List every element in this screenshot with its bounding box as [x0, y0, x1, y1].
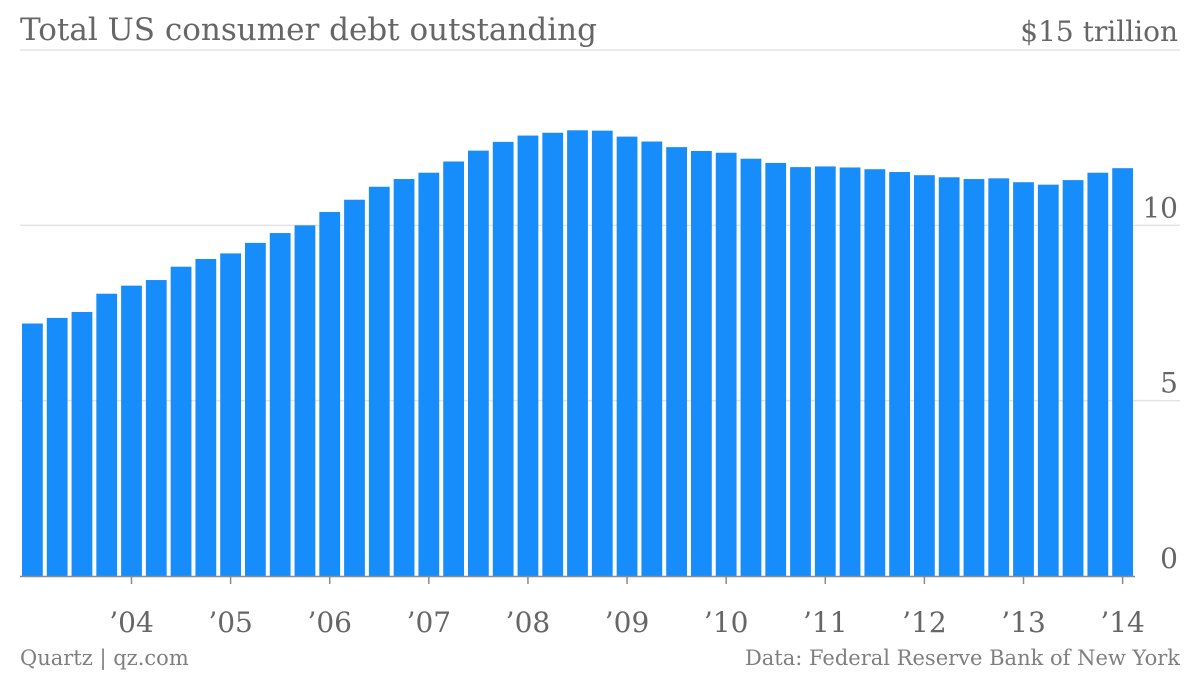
credit-text: Quartz | qz.com: [20, 646, 189, 670]
bar: [96, 293, 118, 576]
bar: [344, 199, 365, 577]
x-tick-label: ’14: [1100, 606, 1145, 639]
x-tick-label: ’13: [1001, 606, 1046, 639]
y-tick-label: 10: [1142, 191, 1178, 224]
bar: [443, 161, 464, 576]
bar: [517, 135, 539, 576]
bar: [814, 166, 836, 577]
bar: [393, 179, 415, 577]
bar: [492, 141, 514, 576]
bar: [1013, 182, 1034, 576]
bar: [220, 253, 241, 576]
x-tick-label: ’06: [307, 606, 352, 639]
bar: [839, 167, 861, 576]
bar: [938, 177, 960, 577]
data-source-text: Data: Federal Reserve Bank of New York: [744, 646, 1180, 670]
y-tick-label: 0: [1160, 542, 1178, 575]
bar: [864, 169, 886, 577]
bar: [1062, 180, 1084, 576]
bar: [1087, 172, 1109, 577]
bar: [1037, 184, 1059, 576]
bar: [418, 172, 440, 577]
bar: [914, 175, 935, 576]
bar: [195, 259, 217, 576]
chart-title: Total US consumer debt outstanding: [20, 12, 597, 48]
bar: [121, 285, 142, 576]
x-axis-ticks: ’04 ’05 ’06 ’07 ’08 ’09 ’10 ’11 ’12 ’13 ’14: [109, 576, 1145, 639]
bar: [468, 150, 489, 576]
bar: [591, 130, 613, 576]
bar: [963, 179, 985, 577]
bar: [641, 141, 663, 576]
bar: [245, 242, 266, 576]
bar: [691, 150, 712, 577]
x-tick-label: ’05: [208, 606, 253, 639]
bar: [790, 167, 811, 576]
bar: [542, 132, 564, 576]
bar: [616, 136, 638, 577]
x-tick-label: ’04: [109, 606, 154, 639]
bar: [666, 147, 687, 576]
bar: [170, 266, 192, 576]
bar: [740, 158, 762, 576]
x-tick-label: ’08: [506, 606, 551, 639]
x-tick-label: ’07: [407, 606, 452, 639]
bar: [889, 172, 910, 576]
bar: [988, 178, 1010, 576]
y-tick-label: 5: [1160, 367, 1178, 400]
y-tick-label: $15 trillion: [1020, 15, 1178, 48]
bar: [765, 162, 787, 576]
bar: [319, 212, 341, 576]
x-tick-label: ’11: [803, 606, 848, 639]
x-tick-label: ’09: [605, 606, 650, 639]
bar: [145, 280, 167, 576]
bars: [22, 130, 1133, 577]
bar: [46, 317, 68, 576]
bar: [71, 311, 93, 576]
bar: [715, 152, 737, 576]
bar: [567, 130, 588, 577]
bar: [1112, 168, 1133, 577]
y-axis-ticks: 0 5 10 $15 trillion: [1020, 15, 1178, 575]
bar: [368, 186, 390, 576]
bar: [22, 323, 43, 576]
bar: [294, 225, 316, 576]
x-tick-label: ’12: [902, 606, 947, 639]
x-tick-label: ’10: [704, 606, 749, 639]
bar: [269, 233, 291, 577]
